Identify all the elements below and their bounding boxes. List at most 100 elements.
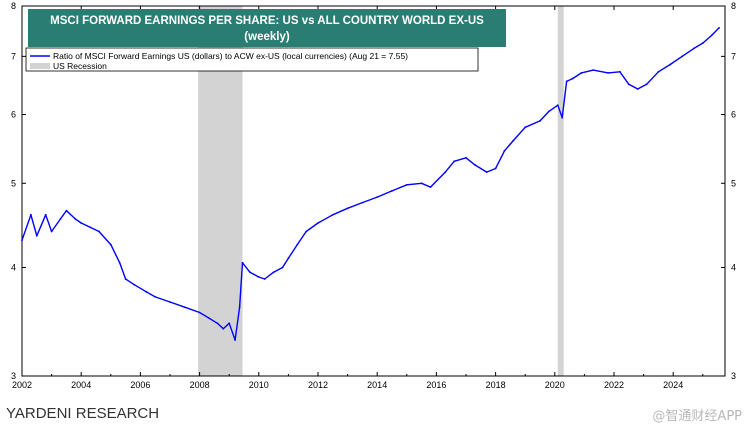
series-point [238, 306, 241, 309]
series-point [35, 234, 38, 237]
y-tick-label-right: 4 [731, 262, 736, 272]
series-point [109, 243, 112, 246]
series-point [444, 171, 447, 174]
series-point [257, 276, 260, 278]
series-point [636, 88, 639, 90]
y-tick-label-left: 3 [11, 371, 16, 381]
series-point [29, 213, 32, 216]
series-point [198, 311, 201, 314]
x-tick-label: 2010 [249, 380, 269, 390]
series-point [317, 222, 319, 224]
series-point [429, 186, 432, 188]
series-point [241, 261, 244, 264]
series-point [216, 322, 219, 325]
series-point [249, 271, 251, 274]
x-tick-label: 2020 [545, 380, 565, 390]
x-tick-label: 2024 [663, 380, 683, 390]
series-point [281, 266, 284, 269]
x-tick-label: 2016 [426, 380, 446, 390]
x-tick-label: 2018 [486, 380, 506, 390]
chart-subtitle: (weekly) [244, 31, 290, 43]
series-point [21, 239, 23, 242]
series-point [645, 83, 648, 86]
series-point [74, 217, 77, 220]
tick-layer: 2002 2004 2006 2008 2010 2012 2014 2016 2018 2020… [11, 1, 736, 390]
title-box [28, 9, 506, 47]
x-tick-label: 2004 [71, 380, 91, 390]
series-layer [21, 26, 720, 341]
series-point [607, 71, 609, 74]
series-point [118, 261, 121, 264]
series-point [331, 213, 334, 216]
series-point [50, 230, 53, 233]
series-point [89, 226, 91, 229]
legend-box [25, 47, 479, 72]
series-point [524, 126, 527, 129]
series-point [561, 116, 564, 119]
series-point [183, 306, 186, 309]
series-point [556, 104, 559, 107]
series-point [145, 290, 148, 293]
series-point [272, 271, 275, 274]
series-point [263, 278, 266, 280]
source-label: YARDENI RESEARCH [6, 405, 160, 422]
x-tick-label: 2008 [190, 380, 210, 390]
series-point [287, 257, 290, 260]
series-point [681, 55, 683, 58]
series-point [539, 119, 541, 122]
series-point [473, 163, 476, 166]
series-point [65, 209, 68, 212]
series-point [346, 207, 349, 210]
series-point [391, 190, 393, 192]
series-point [98, 230, 100, 233]
x-tick-label: 2014 [367, 380, 387, 390]
series-point [59, 217, 62, 220]
series-point [44, 213, 47, 216]
y-tick-label-right: 5 [731, 178, 736, 188]
series-point [503, 149, 506, 152]
legend-label-recession: US Recession [53, 61, 107, 71]
series-point [361, 201, 364, 204]
y-tick-label-left: 5 [11, 178, 16, 188]
y-tick-label-left: 4 [11, 262, 16, 272]
series-point [453, 160, 456, 163]
y-tick-label-left: 6 [11, 110, 16, 120]
series-point [222, 327, 225, 330]
series-point [154, 295, 157, 298]
series-point [669, 63, 672, 66]
y-tick-label-right: 6 [731, 110, 736, 120]
x-tick-label: 2006 [130, 380, 150, 390]
recession-band [557, 6, 564, 376]
series-point [133, 283, 136, 286]
x-tick-label: 2012 [308, 380, 328, 390]
watermark: @智通财经APP [652, 409, 742, 424]
series-point [405, 183, 408, 186]
legend-swatch-recession [30, 63, 50, 69]
legend-label-series: Ratio of MSCI Forward Earnings US (dolla… [53, 51, 408, 61]
series-point [718, 26, 720, 29]
series-point [657, 70, 660, 73]
x-tick-label: 2002 [12, 380, 32, 390]
series-point [565, 80, 568, 83]
chart-title: MSCI FORWARD EARNINGS PER SHARE: US vs A… [50, 15, 484, 27]
series-point [693, 47, 695, 50]
series-point [710, 34, 713, 37]
series-point [376, 196, 379, 199]
y-tick-label-left: 8 [11, 1, 16, 11]
plot-frame [21, 5, 726, 377]
series-point [512, 139, 515, 142]
y-tick-label-right: 8 [731, 1, 736, 11]
series-point [580, 71, 583, 74]
series-point [494, 167, 497, 170]
series-point [80, 222, 83, 224]
y-tick-label-right: 3 [731, 371, 736, 381]
series-point [571, 77, 574, 80]
series-point [305, 230, 308, 233]
series-point [296, 243, 299, 246]
series-point [547, 110, 550, 113]
series-point [485, 171, 488, 174]
series-point [207, 316, 210, 319]
